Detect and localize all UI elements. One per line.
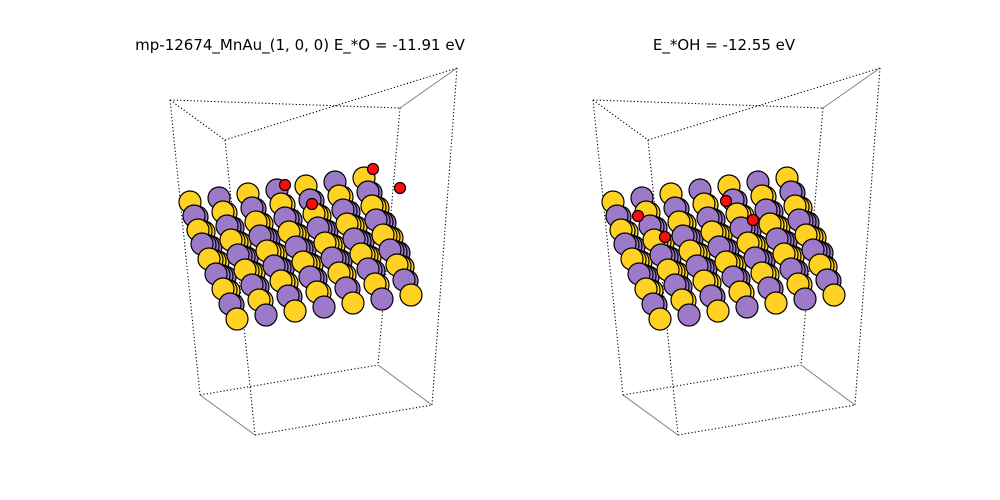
- au-atom: [283, 299, 307, 323]
- cell-edge: [224, 67, 458, 141]
- o-atom: [719, 194, 733, 208]
- cell-edge: [199, 394, 256, 436]
- cell-edge: [254, 404, 433, 436]
- o-atom: [658, 230, 672, 244]
- cell-edge: [199, 364, 379, 396]
- cell-edge: [377, 364, 433, 406]
- mn-atom: [254, 303, 278, 327]
- cell-edge: [399, 67, 458, 109]
- o-atom: [631, 209, 645, 223]
- cell-edge: [800, 364, 856, 406]
- au-atom: [764, 291, 788, 315]
- panel-title-o-adsorbate: mp-12674_MnAu_(1, 0, 0) E_*O = -11.91 eV: [135, 36, 465, 54]
- cell-edge: [622, 364, 802, 396]
- au-atom: [706, 299, 730, 323]
- cell-edge: [169, 99, 401, 109]
- cell-edge: [431, 67, 458, 406]
- panel-title-oh-adsorbate: E_*OH = -12.55 eV: [652, 36, 796, 54]
- cell-edge: [622, 394, 679, 436]
- cell-edge: [800, 107, 824, 366]
- mn-atom: [312, 295, 336, 319]
- au-atom: [399, 283, 423, 307]
- o-atom: [366, 162, 380, 176]
- cell-edge: [377, 107, 401, 366]
- cell-edge: [647, 67, 881, 141]
- au-atom: [341, 291, 365, 315]
- cell-edge: [169, 99, 226, 141]
- mn-atom: [370, 287, 394, 311]
- o-atom: [278, 178, 292, 192]
- mn-atom: [677, 303, 701, 327]
- o-atom: [393, 181, 407, 195]
- slab-panel-oh: [592, 67, 881, 436]
- au-atom: [648, 307, 672, 331]
- mn-atom: [793, 287, 817, 311]
- o-atom: [305, 197, 319, 211]
- cell-edge: [592, 99, 649, 141]
- o-atom: [746, 213, 760, 227]
- slab-panel-o: [169, 67, 458, 436]
- cell-edge: [677, 404, 856, 436]
- mn-atom: [735, 295, 759, 319]
- cell-edge: [592, 99, 824, 109]
- cell-edge: [854, 67, 881, 406]
- cell-edge: [822, 67, 881, 109]
- au-atom: [225, 307, 249, 331]
- au-atom: [822, 283, 846, 307]
